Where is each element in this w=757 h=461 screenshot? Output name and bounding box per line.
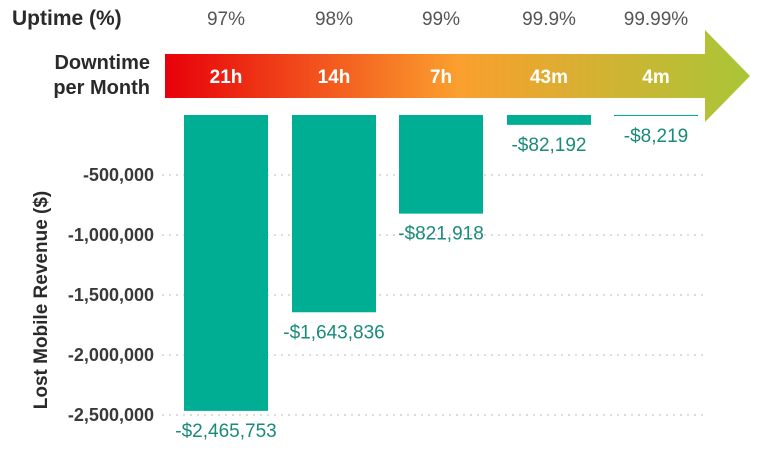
- y-tick-label: -1,000,000: [68, 225, 154, 245]
- uptime-value: 97%: [207, 9, 245, 30]
- downtime-value: 43m: [530, 67, 568, 88]
- downtime-value: 7h: [430, 67, 452, 88]
- downtime-label-line1: Downtime: [54, 52, 150, 74]
- bar: [184, 115, 268, 411]
- y-tick-label: -2,500,000: [68, 405, 154, 425]
- bar: [507, 115, 591, 125]
- y-tick-label: -500,000: [83, 165, 154, 185]
- data-label: -$82,192: [511, 135, 586, 156]
- uptime-values: 97% 98% 99% 99.9% 99.99%: [207, 9, 688, 30]
- header-row: Uptime (%) 97% 98% 99% 99.9% 99.99%: [12, 7, 688, 30]
- data-label: -$2,465,753: [175, 421, 276, 442]
- y-tick-label: -2,000,000: [68, 345, 154, 365]
- bars: [184, 115, 698, 411]
- downtime-value: 21h: [210, 67, 243, 88]
- y-ticks: -500,000 -1,000,000 -1,500,000 -2,000,000 -2…: [68, 165, 154, 425]
- data-labels: -$2,465,753 -$1,643,836 -$821,918 -$82,192 -…: [175, 126, 688, 442]
- data-label: -$821,918: [398, 224, 484, 245]
- data-label: -$1,643,836: [283, 322, 384, 343]
- uptime-value: 99.99%: [624, 9, 689, 30]
- bar: [399, 115, 483, 214]
- data-label: -$8,219: [624, 126, 688, 147]
- bar: [292, 115, 376, 313]
- uptime-value: 98%: [315, 9, 353, 30]
- bar: [614, 115, 698, 116]
- downtime-label-line2: per Month: [53, 77, 150, 99]
- downtime-value: 4m: [642, 67, 669, 88]
- downtime-values: 21h 14h 7h 43m 4m: [210, 67, 670, 88]
- uptime-value: 99%: [422, 9, 460, 30]
- y-tick-label: -1,500,000: [68, 285, 154, 305]
- downtime-arrow-row: Downtime per Month 21h 14h 7h 43m 4m: [53, 30, 750, 122]
- uptime-label: Uptime (%): [12, 7, 122, 30]
- downtime-value: 14h: [318, 67, 351, 88]
- y-axis-label: Lost Mobile Revenue ($): [31, 191, 52, 410]
- downtime-arrow: [165, 30, 750, 122]
- uptime-value: 99.9%: [522, 9, 576, 30]
